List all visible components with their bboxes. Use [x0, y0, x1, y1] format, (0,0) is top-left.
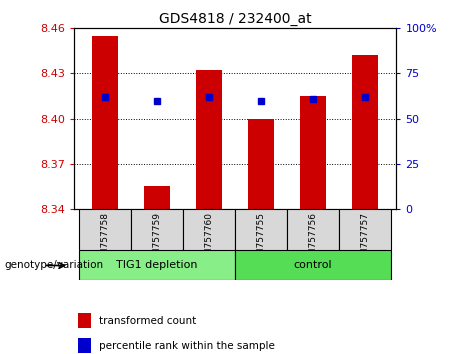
Text: TIG1 depletion: TIG1 depletion [116, 259, 198, 270]
Text: GSM757758: GSM757758 [100, 212, 110, 267]
Bar [235, 209, 287, 250]
Text: GSM757756: GSM757756 [309, 212, 318, 267]
Bar [300, 96, 326, 209]
Text: GSM757755: GSM757755 [257, 212, 266, 267]
Bar [196, 70, 222, 209]
Text: GSM757757: GSM757757 [361, 212, 370, 267]
Bar [287, 209, 339, 250]
Bar [131, 209, 183, 250]
Text: GSM757759: GSM757759 [153, 212, 161, 267]
Bar [235, 250, 391, 280]
Bar [248, 119, 274, 209]
Bar [77, 338, 91, 353]
Bar [183, 209, 235, 250]
Bar [77, 313, 91, 328]
Text: transformed count: transformed count [99, 316, 196, 326]
Bar [352, 56, 378, 209]
Bar [79, 250, 235, 280]
Text: percentile rank within the sample: percentile rank within the sample [99, 341, 275, 351]
Bar [144, 186, 170, 209]
Bar [92, 36, 118, 209]
Text: control: control [294, 259, 332, 270]
Text: genotype/variation: genotype/variation [5, 260, 104, 270]
Bar [79, 209, 131, 250]
Title: GDS4818 / 232400_at: GDS4818 / 232400_at [159, 12, 312, 26]
Bar [339, 209, 391, 250]
Text: GSM757760: GSM757760 [205, 212, 213, 267]
